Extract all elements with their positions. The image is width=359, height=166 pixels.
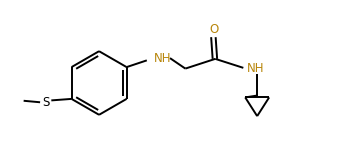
Text: NH: NH	[154, 52, 171, 65]
Text: NH: NH	[247, 62, 264, 75]
Text: S: S	[42, 96, 50, 109]
Text: O: O	[209, 23, 218, 36]
